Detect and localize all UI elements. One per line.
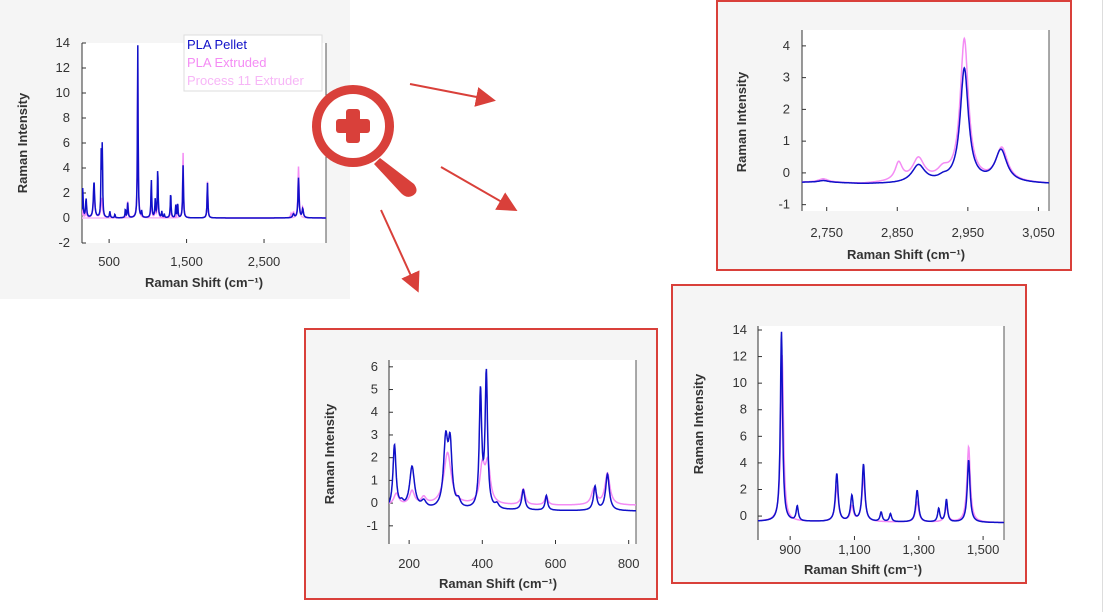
zoom-chart-low-region: -1 0 1 2 3 4 5 6 200 400 600 800 Raman Intensity Rama…	[322, 359, 640, 591]
y-tick-label: 6	[740, 428, 747, 443]
y-tick-label: 10	[733, 375, 747, 390]
y-tick-label: 1	[371, 472, 378, 487]
x-tick-label: 1,500	[170, 254, 203, 269]
arrow-to-fingerprint	[440, 166, 518, 211]
x-axis-label: Raman Shift (cm⁻¹)	[804, 562, 922, 577]
plot-area	[758, 326, 1004, 540]
x-axis-label: Raman Shift (cm⁻¹)	[145, 275, 263, 290]
y-tick-label: 2	[740, 481, 747, 496]
y-tick-label: 14	[733, 322, 747, 337]
y-tick-label: 12	[56, 60, 70, 75]
x-tick-label: 500	[98, 254, 120, 269]
y-tick-label: 6	[371, 359, 378, 374]
y-tick-label: -1	[366, 518, 378, 533]
y-tick-label: 2	[63, 185, 70, 200]
y-tick-label: 4	[740, 455, 747, 470]
series-line-pla-pellet	[82, 45, 326, 219]
y-tick-label: -2	[58, 235, 70, 250]
legend-entry: PLA Extruded	[187, 55, 267, 70]
y-tick-label: 4	[783, 38, 790, 53]
y-tick-label: 8	[63, 110, 70, 125]
x-tick-label: 1,100	[838, 542, 871, 557]
x-tick-label: 2,500	[248, 254, 281, 269]
zoom-chart-ch-stretch: -1 0 1 2 3 4 2,750 2,850 2,950 3,050 Raman Intensi…	[734, 30, 1055, 262]
legend-entry: PLA Pellet	[187, 37, 247, 52]
zoom-in-magnifier-icon	[312, 85, 417, 197]
y-tick-label: 12	[733, 349, 747, 364]
arrow-to-ch-stretch	[409, 83, 496, 107]
x-tick-label: 2,750	[810, 225, 843, 240]
zoom-box-fingerprint: 0 2 4 6 8 10 12 14 900 1,100 1,300 1,500 Raman Inten…	[671, 284, 1027, 584]
y-tick-label: 1	[783, 133, 790, 148]
series-line-pla-extruded	[758, 354, 1004, 524]
legend-entry: Process 11 Extruder	[187, 73, 304, 88]
y-tick-label: -1	[778, 197, 790, 212]
y-axis-label: Raman Intensity	[691, 373, 706, 474]
y-axis-label: Raman Intensity	[322, 403, 337, 504]
x-tick-label: 1,300	[903, 542, 936, 557]
arrow-to-low-region	[380, 209, 420, 293]
series-line-pla-pellet	[802, 66, 1049, 185]
page-edge-divider	[1102, 0, 1103, 612]
y-tick-label: 4	[63, 160, 70, 175]
y-tick-label: 0	[740, 508, 747, 523]
x-tick-label: 900	[779, 542, 801, 557]
x-tick-label: 3,050	[1022, 225, 1055, 240]
y-tick-label: 14	[56, 35, 70, 50]
chart-legend: PLA Pellet PLA Extruded Process 11 Extrude…	[183, 34, 323, 92]
overview-chart: -2 0 2 4 6 8 10 12 14 500 1,500 2,500 Raman Intensit…	[15, 34, 327, 290]
y-tick-label: 5	[371, 382, 378, 397]
legend-box	[183, 34, 323, 92]
y-tick-label: 3	[371, 427, 378, 442]
y-tick-label: 2	[371, 450, 378, 465]
x-tick-label: 200	[398, 556, 420, 571]
x-axis-label: Raman Shift (cm⁻¹)	[439, 576, 557, 591]
y-tick-label: 8	[740, 402, 747, 417]
y-axis-label: Raman Intensity	[734, 71, 749, 172]
x-tick-label: 2,950	[952, 225, 985, 240]
x-tick-label: 2,850	[881, 225, 914, 240]
y-tick-label: 2	[783, 101, 790, 116]
plot-area	[389, 360, 636, 544]
y-tick-label: 0	[63, 210, 70, 225]
y-tick-label: 4	[371, 404, 378, 419]
y-tick-label: 6	[63, 135, 70, 150]
zoom-chart-fingerprint: 0 2 4 6 8 10 12 14 900 1,100 1,300 1,500 Raman Inten…	[691, 322, 1005, 577]
x-tick-label: 800	[618, 556, 640, 571]
zoom-box-low-region: -1 0 1 2 3 4 5 6 200 400 600 800 Raman Intensity Rama…	[304, 328, 658, 600]
series-line-pla-pellet	[389, 368, 636, 512]
x-axis-label: Raman Shift (cm⁻¹)	[847, 247, 965, 262]
series-line-pla-pellet	[758, 331, 1004, 524]
y-tick-label: 3	[783, 70, 790, 85]
plot-area	[802, 30, 1049, 211]
zoom-box-ch-stretch: -1 0 1 2 3 4 2,750 2,850 2,950 3,050 Raman Intensi…	[716, 0, 1072, 271]
x-tick-label: 400	[471, 556, 493, 571]
x-tick-label: 1,500	[967, 542, 1000, 557]
y-tick-label: 0	[783, 165, 790, 180]
y-tick-label: 10	[56, 85, 70, 100]
x-tick-label: 600	[545, 556, 567, 571]
y-tick-label: 0	[371, 495, 378, 510]
y-axis-label: Raman Intensity	[15, 92, 30, 193]
